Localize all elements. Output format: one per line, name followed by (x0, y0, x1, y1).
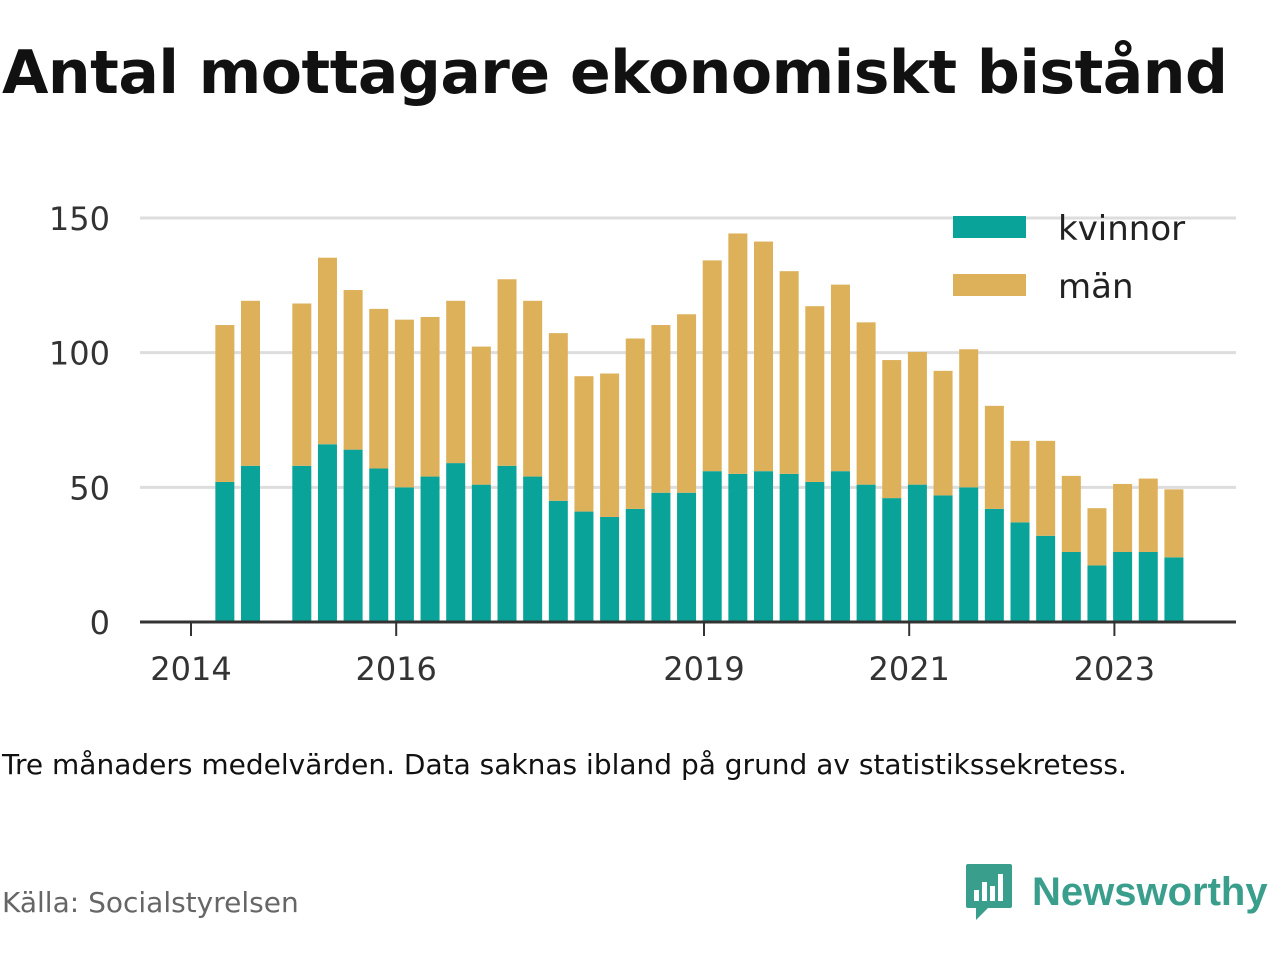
bar-kvinnor-29 (984, 508, 1004, 622)
bar-kvinnor-7 (420, 476, 440, 622)
bar-kvinnor-8 (446, 463, 466, 622)
x-tick-label-2023: 2023 (1074, 650, 1155, 688)
bar-man-27 (933, 370, 953, 496)
bar-man-17 (677, 314, 697, 493)
bar-man-7 (420, 316, 440, 477)
bar-man-22 (805, 306, 825, 482)
chart-title: Antal mottagare ekonomiskt bistånd (2, 38, 1228, 108)
bar-kvinnor-32 (1061, 551, 1081, 622)
bars (215, 233, 1184, 622)
stacked-bar-chart: 0 50 100 150 2014 2016 2019 2021 2023 kvinnor m… (49, 200, 1236, 688)
bar-kvinnor-5 (369, 468, 389, 622)
bar-kvinnor-21 (779, 473, 799, 622)
bar-kvinnor-25 (882, 498, 902, 622)
bar-man-2 (292, 303, 312, 466)
bar-kvinnor-13 (574, 511, 594, 622)
y-tick-label-0: 0 (90, 604, 110, 642)
bar-man-34 (1113, 483, 1133, 552)
bar-kvinnor-11 (523, 476, 543, 622)
bar-kvinnor-35 (1138, 551, 1158, 622)
legend-swatch-man (953, 274, 1026, 296)
bar-man-32 (1061, 475, 1081, 552)
bar-man-1 (241, 300, 261, 466)
y-tick-label-100: 100 (49, 335, 110, 373)
bar-man-20 (754, 241, 774, 472)
source-text: Källa: Socialstyrelsen (2, 886, 299, 919)
bar-kvinnor-33 (1087, 565, 1107, 622)
x-tick-label-2014: 2014 (150, 650, 231, 688)
bar-kvinnor-0 (215, 481, 235, 622)
newsworthy-logo: Newsworthy (964, 862, 1268, 922)
bar-kvinnor-3 (317, 444, 337, 622)
bar-kvinnor-14 (600, 516, 620, 622)
bar-kvinnor-26 (907, 484, 927, 622)
bar-man-33 (1087, 508, 1107, 566)
x-axis: 2014 2016 2019 2021 2023 (140, 620, 1236, 688)
bar-kvinnor-23 (830, 471, 850, 622)
y-tick-label-50: 50 (69, 469, 110, 507)
bar-man-8 (446, 300, 466, 464)
bar-kvinnor-17 (677, 492, 697, 622)
bar-kvinnor-1 (241, 465, 261, 622)
bar-kvinnor-9 (471, 484, 491, 622)
bar-man-26 (907, 351, 927, 485)
bar-man-6 (394, 319, 414, 488)
x-tick-label-2019: 2019 (663, 650, 744, 688)
bar-kvinnor-30 (1010, 522, 1030, 622)
bar-kvinnor-2 (292, 465, 312, 622)
bar-man-0 (215, 325, 235, 482)
bar-man-13 (574, 376, 594, 512)
bar-man-19 (728, 233, 748, 474)
bar-kvinnor-6 (394, 487, 414, 622)
chart-note: Tre månaders medelvärden. Data saknas ib… (2, 748, 1127, 781)
bar-man-10 (497, 279, 517, 466)
bar-kvinnor-24 (856, 484, 876, 622)
bar-man-14 (600, 373, 620, 517)
bar-man-31 (1036, 440, 1056, 536)
bar-kvinnor-22 (805, 481, 825, 622)
bar-man-11 (523, 300, 543, 477)
legend: kvinnor män (953, 209, 1185, 307)
bar-kvinnor-36 (1164, 557, 1184, 622)
bar-man-4 (343, 290, 363, 450)
bar-man-9 (471, 346, 491, 485)
bar-man-28 (959, 349, 979, 488)
x-tick-label-2016: 2016 (355, 650, 436, 688)
bar-man-18 (702, 260, 722, 472)
bar-kvinnor-10 (497, 465, 517, 622)
bar-kvinnor-18 (702, 471, 722, 622)
bar-man-36 (1164, 489, 1184, 558)
legend-swatch-kvinnor (953, 216, 1026, 238)
bar-man-16 (651, 325, 671, 493)
bar-man-25 (882, 360, 902, 499)
bar-man-21 (779, 271, 799, 474)
bar-man-5 (369, 308, 389, 469)
bar-man-12 (548, 333, 568, 501)
bar-man-30 (1010, 440, 1030, 523)
bar-kvinnor-31 (1036, 535, 1056, 622)
bar-kvinnor-12 (548, 500, 568, 622)
legend-label-kvinnor: kvinnor (1058, 209, 1185, 249)
bar-kvinnor-15 (625, 508, 645, 622)
bar-kvinnor-16 (651, 492, 671, 622)
newsworthy-logo-text: Newsworthy (1032, 869, 1268, 914)
bar-kvinnor-19 (728, 473, 748, 622)
bar-kvinnor-28 (959, 487, 979, 622)
bar-man-29 (984, 405, 1004, 509)
bar-man-35 (1138, 478, 1158, 552)
bar-kvinnor-4 (343, 449, 363, 622)
bar-man-15 (625, 338, 645, 509)
legend-label-man: män (1058, 267, 1134, 307)
bar-man-24 (856, 322, 876, 485)
y-tick-label-150: 150 (49, 200, 110, 238)
newsworthy-logo-icon (966, 864, 1012, 920)
bar-kvinnor-20 (754, 471, 774, 622)
bar-man-23 (830, 284, 850, 472)
bar-kvinnor-34 (1113, 551, 1133, 622)
y-axis-tick-labels: 0 50 100 150 (49, 200, 110, 642)
bar-kvinnor-27 (933, 495, 953, 622)
bar-man-3 (317, 257, 337, 445)
x-tick-label-2021: 2021 (868, 650, 949, 688)
